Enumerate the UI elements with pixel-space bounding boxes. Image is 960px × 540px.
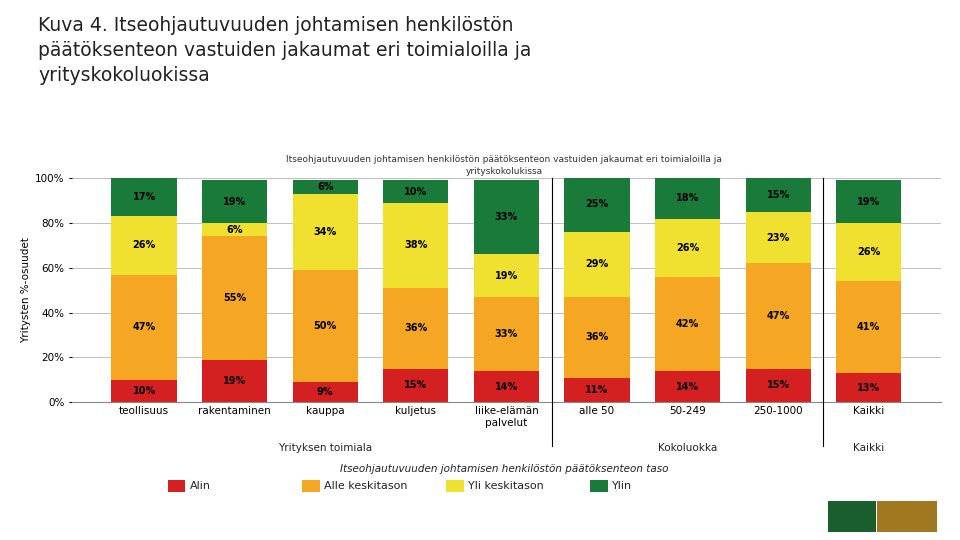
Bar — [655, 277, 720, 371]
Bar — [383, 180, 448, 203]
Text: 42%: 42% — [676, 319, 699, 329]
Bar — [293, 180, 358, 194]
Text: 15%: 15% — [766, 190, 790, 200]
Bar — [746, 212, 811, 264]
Bar — [111, 380, 177, 402]
Bar — [564, 377, 630, 402]
Bar — [836, 373, 901, 402]
Text: Kokoluokka: Kokoluokka — [658, 443, 717, 453]
Bar — [202, 223, 267, 237]
Bar — [655, 178, 720, 219]
Text: 26%: 26% — [857, 247, 880, 257]
Text: Alle keskitason: Alle keskitason — [324, 481, 408, 491]
Bar — [655, 219, 720, 277]
Bar — [293, 382, 358, 402]
Text: Kuva 4. Itseohjautuvuuden johtamisen henkilöstön
päätöksenteon vastuiden jakauma: Kuva 4. Itseohjautuvuuden johtamisen hen… — [38, 16, 532, 85]
Text: Ylin: Ylin — [612, 481, 633, 491]
Bar — [746, 369, 811, 402]
Bar — [111, 178, 177, 217]
Text: 55%: 55% — [223, 293, 247, 303]
Bar — [111, 217, 177, 274]
Text: 2020: 2020 — [886, 509, 928, 524]
Bar — [202, 360, 267, 402]
Text: 17%: 17% — [132, 192, 156, 202]
Text: 33%: 33% — [494, 212, 518, 222]
Bar — [746, 264, 811, 369]
Text: 23%: 23% — [766, 233, 790, 242]
Text: 10%: 10% — [132, 386, 156, 396]
Bar — [111, 274, 177, 380]
Bar — [293, 194, 358, 270]
Text: 29%: 29% — [586, 260, 609, 269]
Text: 19%: 19% — [223, 376, 247, 386]
Bar — [564, 297, 630, 377]
Text: 34%: 34% — [314, 227, 337, 237]
Bar — [383, 369, 448, 402]
Text: 36%: 36% — [404, 323, 427, 333]
Text: Kaikki: Kaikki — [853, 443, 884, 453]
Text: 11%: 11% — [586, 385, 609, 395]
Bar — [202, 237, 267, 360]
Bar — [564, 176, 630, 232]
Text: 47%: 47% — [766, 311, 790, 321]
Text: Itseohjautuvuuden johtamisen henkilöstön päätöksenteon vastuiden jakaumat eri to: Itseohjautuvuuden johtamisen henkilöstön… — [286, 156, 722, 176]
Text: 14%: 14% — [676, 382, 699, 392]
Bar — [474, 297, 539, 371]
Text: 38%: 38% — [404, 240, 427, 251]
Bar — [474, 254, 539, 297]
Bar — [383, 203, 448, 288]
Bar — [564, 232, 630, 297]
Text: Yrityksen toimiala: Yrityksen toimiala — [278, 443, 372, 453]
Bar — [836, 281, 901, 373]
Text: 15%: 15% — [404, 381, 427, 390]
Text: 18%: 18% — [676, 193, 699, 204]
Bar — [202, 180, 267, 223]
Text: 10%: 10% — [404, 187, 427, 197]
Bar — [746, 178, 811, 212]
Text: 14%: 14% — [494, 382, 518, 392]
Text: 19%: 19% — [494, 271, 518, 281]
Bar — [474, 371, 539, 402]
Text: 6%: 6% — [227, 225, 243, 235]
Text: 25%: 25% — [586, 199, 609, 209]
Text: 19%: 19% — [857, 197, 880, 207]
Text: 19%: 19% — [223, 197, 247, 207]
Y-axis label: Yritysten %-osuudet: Yritysten %-osuudet — [21, 237, 31, 343]
Bar — [836, 180, 901, 223]
Text: IOJ: IOJ — [839, 509, 864, 524]
Text: Itseohjautuvuuden johtamisen henkilöstön päätöksenteon taso: Itseohjautuvuuden johtamisen henkilöstön… — [340, 464, 668, 475]
Text: 41%: 41% — [857, 322, 880, 332]
Bar — [836, 223, 901, 281]
Text: 26%: 26% — [132, 240, 156, 251]
Text: 13%: 13% — [857, 383, 880, 393]
Text: 9%: 9% — [317, 387, 333, 397]
Text: 15%: 15% — [766, 381, 790, 390]
Bar — [474, 180, 539, 254]
Text: 26%: 26% — [676, 242, 699, 253]
Bar — [383, 288, 448, 369]
Bar — [655, 371, 720, 402]
Text: Alin: Alin — [190, 481, 211, 491]
Text: Yli keskitason: Yli keskitason — [468, 481, 544, 491]
Text: 36%: 36% — [586, 332, 609, 342]
Text: 47%: 47% — [132, 322, 156, 332]
Bar — [293, 270, 358, 382]
Text: 50%: 50% — [314, 321, 337, 331]
Text: 33%: 33% — [494, 329, 518, 339]
Text: 6%: 6% — [317, 182, 333, 192]
